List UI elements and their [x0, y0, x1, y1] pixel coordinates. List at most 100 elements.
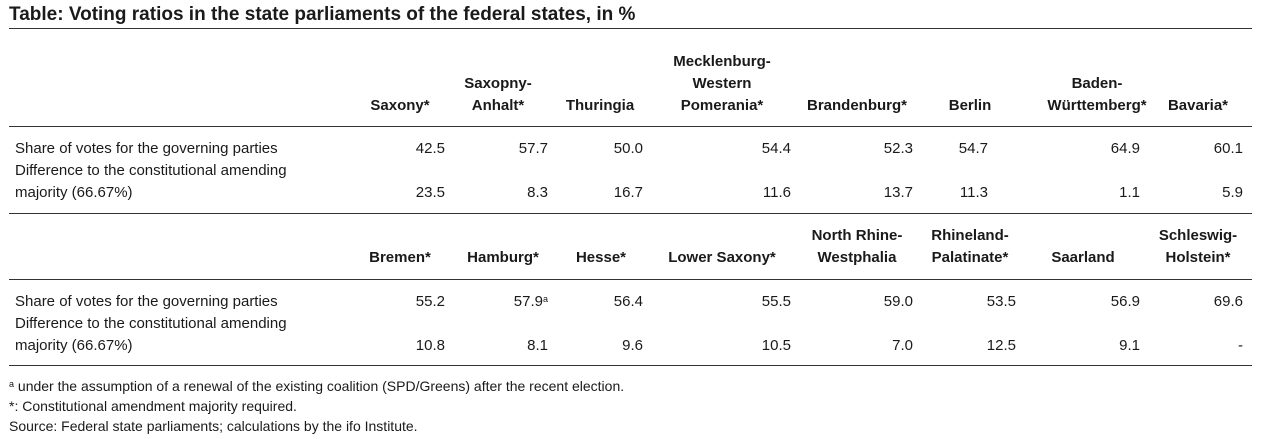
table1-diff-cell-4: 13.7 — [793, 182, 913, 204]
table1-header-4: Brandenburg* — [777, 95, 937, 117]
footnote-a-mark: a — [9, 379, 15, 389]
table1-share-cell-1: 57.7 — [428, 138, 548, 160]
table2-header-6: Saarland — [1003, 247, 1163, 269]
table2-diff-cell-5: 12.5 — [896, 335, 1016, 357]
table2-share-cell-0: 55.2 — [325, 291, 445, 313]
table2-share-cell-4: 59.0 — [793, 291, 913, 313]
table1-share-cell-4: 52.3 — [793, 138, 913, 160]
table1-share-cell-6: 64.9 — [1020, 138, 1140, 160]
table2-header-5-line-1: Palatinate* — [931, 249, 1009, 266]
table2-diff-cell-6: 9.1 — [1020, 335, 1140, 357]
table2-header-3: Lower Saxony* — [642, 247, 802, 269]
table1-header-7-line-0: Bavaria* — [1167, 97, 1229, 114]
table1-diff-cell-7: 5.9 — [1123, 182, 1243, 204]
table2-diff-label-line1: Difference to the constitutional amendin… — [15, 315, 287, 332]
table2-header-6-line-0: Saarland — [1051, 249, 1115, 266]
table2-diff-cell-4-value: 7.0 — [892, 337, 913, 354]
table2-share-cell-3-value: 55.5 — [761, 293, 791, 310]
table2-header-2-line-0: Hesse* — [575, 249, 627, 266]
table2-share-cell-7-value: 69.6 — [1213, 293, 1243, 310]
table1-header-6: Baden- Württemberg* — [1017, 73, 1177, 117]
table1-header-6-line-1: Württemberg* — [1047, 97, 1147, 114]
table1-share-cell-2: 50.0 — [523, 138, 643, 160]
table1-share-cell-7-value: 60.1 — [1213, 140, 1243, 157]
table1-share-cell-5: 54.7 — [868, 138, 988, 160]
table2-header-divider — [9, 279, 1252, 280]
table1-share-cell-0-value: 42.5 — [415, 140, 445, 157]
table1-diff-cell-3-value: 11.6 — [762, 184, 791, 201]
table2-diff-cell-2: 9.6 — [523, 335, 643, 357]
table-title: Table: Voting ratios in the state parlia… — [9, 4, 636, 25]
table1-share-cell-4-value: 52.3 — [883, 140, 913, 157]
table1-header-7: Bavaria* — [1118, 95, 1264, 117]
table2-share-cell-4-value: 59.0 — [883, 293, 913, 310]
table2-diff-cell-5-value: 12.5 — [986, 337, 1016, 354]
table1-share-cell-0: 42.5 — [325, 138, 445, 160]
table2-header-7-line-1: Holstein* — [1165, 249, 1231, 266]
table2-share-cell-5: 53.5 — [896, 291, 1016, 313]
table1-header-3-line-2: Pomerania* — [680, 97, 764, 114]
table2-share-cell-2: 56.4 — [523, 291, 643, 313]
table2-share-cell-1-value: 57.9 — [513, 293, 543, 310]
table2-header-0: Bremen* — [320, 247, 480, 269]
table2-header-1-line-0: Hamburg* — [467, 249, 539, 266]
table1-share-cell-7: 60.1 — [1123, 138, 1243, 160]
table2-diff-cell-4: 7.0 — [793, 335, 913, 357]
table1-diff-cell-2-value: 16.7 — [613, 184, 643, 201]
table1-diff-cell-0: 23.5 — [325, 182, 445, 204]
table2-header-5-line-0: Rhineland- — [931, 227, 1009, 244]
table1-share-cell-6-value: 64.9 — [1110, 140, 1140, 157]
table2-share-cell-2-value: 56.4 — [613, 293, 643, 310]
table1-diff-cell-6: 1.1 — [1020, 182, 1140, 204]
table1-header-3-line-1: Western — [692, 75, 752, 92]
table1-header-2-line-0: Thuringia — [565, 97, 635, 114]
table2-diff-cell-1-value: 8.1 — [527, 337, 548, 354]
table1-diff-cell-7-value: 5.9 — [1222, 184, 1243, 201]
table2-diff-label-line2: majority (66.67%) — [15, 337, 133, 354]
table1-share-label: Share of votes for the governing parties — [15, 140, 278, 157]
table2-header-2: Hesse* — [521, 247, 681, 269]
table1-diff-cell-3: 11.6 — [671, 182, 791, 204]
footnote-source: Source: Federal state parliaments; calcu… — [9, 418, 418, 434]
table2-header-4: North Rhine- Westphalia — [777, 225, 937, 269]
table1-header-1-line-0: Saxopny- — [464, 75, 532, 92]
table1-diff-cell-4-value: 13.7 — [883, 184, 913, 201]
title-divider — [9, 28, 1252, 29]
table2-share-cell-1-footnote-mark: a — [542, 294, 548, 304]
table1-diff-cell-5-value: 11.3 — [959, 184, 988, 201]
table2-diff-cell-3-value: 10.5 — [761, 337, 791, 354]
table2-diff-cell-2-value: 9.6 — [622, 337, 643, 354]
table1-header-0-line-0: Saxony* — [370, 97, 430, 114]
table2-diff-cell-6-value: 9.1 — [1119, 337, 1140, 354]
table2-header-5: Rhineland- Palatinate* — [890, 225, 1050, 269]
table1-header-3-line-0: Mecklenburg- — [673, 53, 771, 70]
table1-share-cell-3: 54.4 — [671, 138, 791, 160]
footnote-a-text: under the assumption of a renewal of the… — [14, 378, 625, 394]
table2-header-3-line-0: Lower Saxony* — [668, 249, 776, 266]
table1-header-1-line-1: Anhalt* — [471, 97, 525, 114]
footnote-a: a under the assumption of a renewal of t… — [9, 377, 624, 395]
table2-bottom-divider — [9, 365, 1252, 366]
table2-share-cell-1: 57.9a — [428, 291, 548, 313]
table1-diff-cell-1-value: 8.3 — [527, 184, 548, 201]
table2-share-cell-6-value: 56.9 — [1110, 293, 1140, 310]
table1-diff-label-line1: Difference to the constitutional amendin… — [15, 162, 287, 179]
table2-diff-cell-3: 10.5 — [671, 335, 791, 357]
table1-share-cell-1-value: 57.7 — [518, 140, 548, 157]
table2-share-cell-0-value: 55.2 — [415, 293, 445, 310]
table1-diff-cell-0-value: 23.5 — [415, 184, 445, 201]
table2-share-label: Share of votes for the governing parties — [15, 293, 278, 310]
table1-header-5-line-0: Berlin — [948, 97, 992, 114]
table2-header-7: Schleswig- Holstein* — [1118, 225, 1264, 269]
table2-header-4-line-0: North Rhine- — [811, 227, 903, 244]
table1-header-0: Saxony* — [320, 95, 480, 117]
table1-header-5: Berlin — [890, 95, 1050, 117]
table1-diff-cell-5: 11.3 — [868, 182, 988, 204]
table1-diff-label-line2: majority (66.67%) — [15, 184, 133, 201]
table2-header-4-line-1: Westphalia — [817, 249, 897, 266]
table2-share-cell-3: 55.5 — [671, 291, 791, 313]
table1-header-divider — [9, 126, 1252, 127]
table2-share-cell-7: 69.6 — [1123, 291, 1243, 313]
table1-share-cell-5-value: 54.7 — [958, 140, 988, 157]
table1-header-6-line-0: Baden- — [1071, 75, 1123, 92]
